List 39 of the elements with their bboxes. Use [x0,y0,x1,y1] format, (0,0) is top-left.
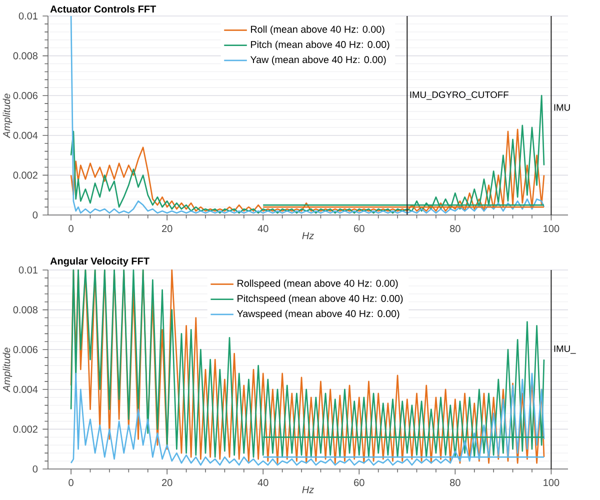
legend-label: Roll (mean above 40 Hz: 0.00) [251,26,384,35]
x-axis-title: Hz [302,232,314,240]
y-tick-label: 0.004 [13,132,38,139]
legend-label: Rollspeed (mean above 40 Hz: 0.00) [238,280,398,289]
y-tick-label: 0.002 [13,426,38,433]
y-axis-title: Amplitude [2,348,12,392]
y-axis-title: Amplitude [2,94,12,138]
x-tick-label: 20 [162,225,172,232]
y-tick-label: 0.004 [13,386,38,393]
x-tick-label: 40 [258,225,268,232]
x-tick-label: 100 [544,225,560,232]
chart-title: Angular Velocity FFT [50,257,150,267]
x-axis-title: Hz [302,486,314,494]
y-tick-label: 0 [32,465,38,473]
x-tick-label: 40 [258,479,268,486]
x-tick-label: 60 [354,225,364,232]
legend-label: Pitchspeed (mean above 40 Hz: 0.00) [238,294,403,304]
y-tick-label: 0.008 [13,306,38,314]
chart-title: Actuator Controls FFT [50,5,156,13]
x-tick-label: 80 [450,225,460,232]
y-tick-label: 0 [32,211,38,219]
x-tick-label: 80 [450,479,460,486]
ref-line-label: IMU [554,104,570,111]
y-tick-label: 0.002 [13,172,38,179]
legend-label: Pitch (mean above 40 Hz: 0.00) [251,40,390,50]
legend-label: Yawspeed (mean above 40 Hz: 0.00) [236,310,400,320]
y-tick-label: 0.01 [18,12,38,20]
y-tick-label: 0.01 [18,266,38,274]
y-tick-label: 0.006 [13,346,38,354]
x-tick-label: 0 [68,479,74,486]
x-tick-label: 60 [354,479,364,486]
x-tick-label: 20 [162,479,172,486]
y-tick-label: 0.008 [13,52,38,60]
ref-line-label: IMU_DGYRO_CUTOFF [410,91,508,100]
y-tick-label: 0.006 [13,92,38,100]
ref-line-label: IMU_ [554,345,576,354]
x-tick-label: 100 [544,479,560,486]
x-tick-label: 0 [68,225,74,232]
legend-label: Yaw (mean above 40 Hz: 0.00) [250,56,386,66]
